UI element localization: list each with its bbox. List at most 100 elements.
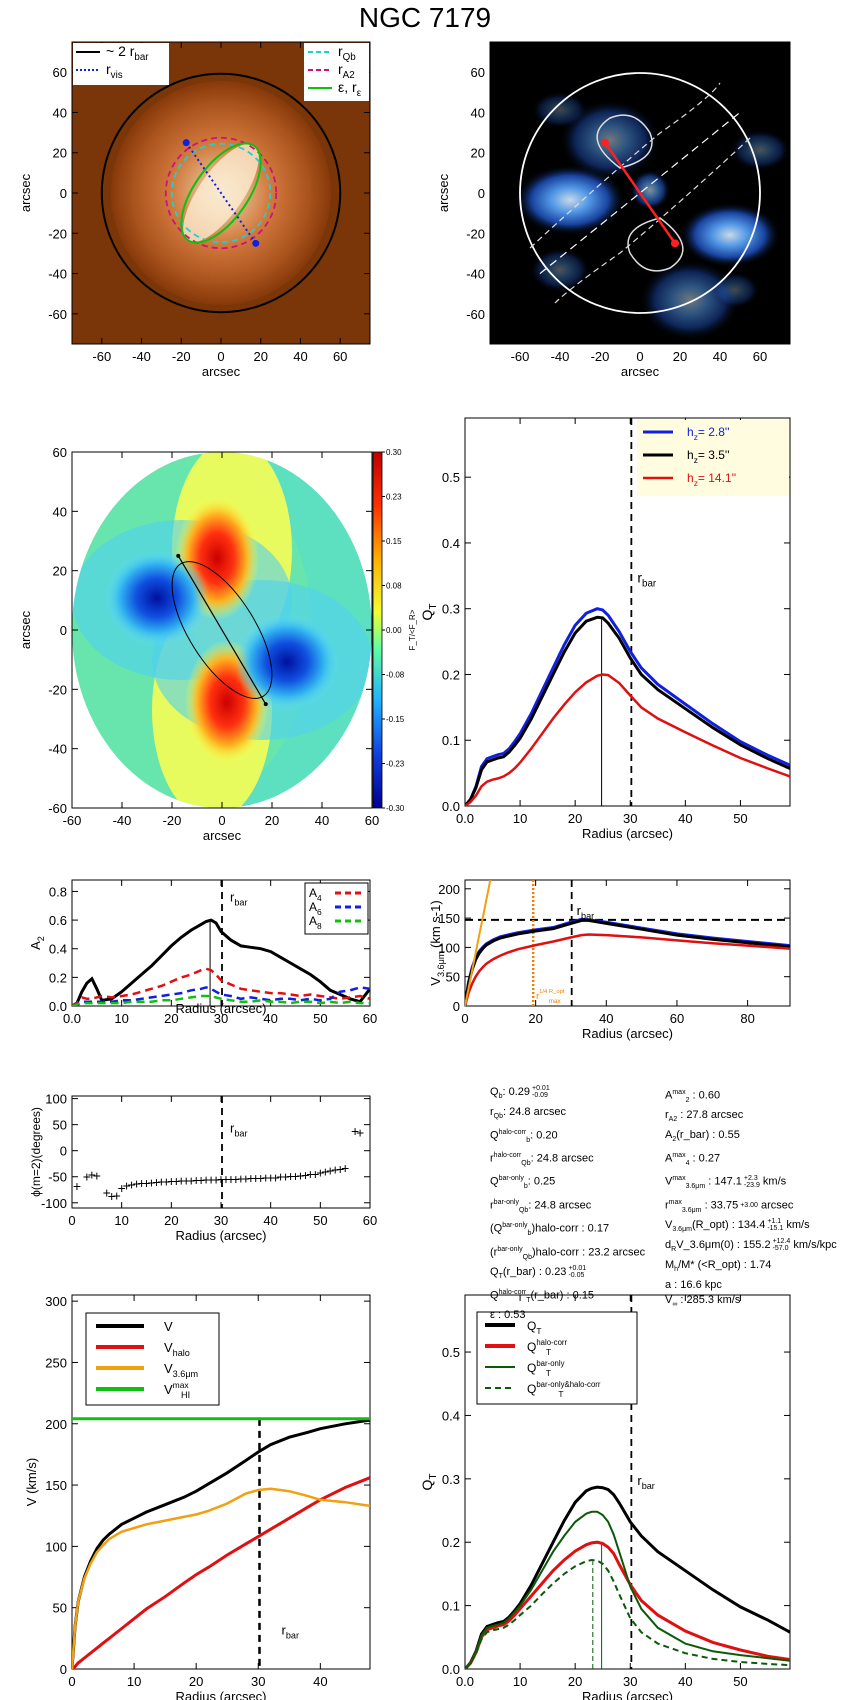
parameter-value: : 24.8 arcsec — [528, 1199, 592, 1212]
p7-scatter-point: + — [277, 1169, 285, 1185]
parameter-row: (rbar-onlyQb)halo-corr : 23.2 arcsec — [490, 1242, 645, 1265]
p8-xlabel: Radius (arcsec) — [175, 1689, 266, 1700]
parameter-row: rbar-onlyQb: 24.8 arcsec — [490, 1195, 645, 1218]
p7-scatter-point: + — [182, 1172, 190, 1188]
parameter-name: A — [665, 1152, 673, 1165]
parameter-uncertainty: +3.00 — [740, 1202, 758, 1209]
p7-scatter-point: + — [301, 1167, 309, 1183]
p9-xtick-label: 40 — [678, 1674, 692, 1689]
parameter-name: A — [665, 1129, 673, 1142]
p1-xtick-label: -20 — [172, 349, 191, 364]
p4-ytick-label: 0.1 — [442, 733, 460, 748]
p7-ytick-label: -100 — [41, 1196, 67, 1211]
p9-ylabel: QT — [419, 1474, 439, 1491]
uncertainty-value: +0.01 — [532, 1085, 550, 1093]
uncertainty-value: -57.0 — [772, 1245, 789, 1253]
p7-scatter-point: + — [311, 1166, 319, 1182]
p2-xtick-label: -20 — [591, 349, 610, 364]
p3-colorbar-tick-label: 0.08 — [386, 582, 402, 591]
p7-scatter-point: + — [252, 1170, 260, 1186]
p3-colorbar-tick-label: -0.30 — [386, 804, 405, 813]
parameter-row: rhalo-corrQb: 24.8 arcsec — [490, 1148, 645, 1171]
p8-xtick-label: 10 — [127, 1674, 141, 1689]
p6-xtick-label: 0 — [461, 1011, 468, 1026]
parameter-sub: 2 — [672, 1136, 677, 1144]
p3-bar-ellipse — [171, 561, 273, 699]
p3-heatmap-group — [72, 452, 372, 808]
parameter-name: (r — [490, 1246, 498, 1259]
p7-xtick-label: 60 — [363, 1213, 377, 1228]
p9-xtick-label: 20 — [568, 1674, 582, 1689]
p6-series-line — [465, 918, 790, 1006]
parameter-name: M — [665, 1258, 675, 1271]
p7-scatter-point: + — [207, 1171, 215, 1187]
uncertainty-value: -0.05 — [568, 1272, 585, 1280]
p9-series-line — [465, 1540, 790, 1669]
parameter-row: Qhalo-corrb: 0.20 — [490, 1125, 645, 1148]
p1-ellipse-eps — [180, 142, 262, 244]
parameter-sub: Qb — [521, 1159, 531, 1167]
p4-xtick-label: 0.0 — [456, 811, 474, 826]
parameter-name: r — [665, 1199, 669, 1212]
p6-xtick-label: 80 — [740, 1011, 754, 1026]
p1-legend-label: rA2 — [338, 61, 355, 81]
p9-rbar-label: rbar — [637, 1473, 655, 1491]
p3-colorbar-label: F_T/<F_R> — [408, 609, 417, 650]
p7-scatter-point: + — [237, 1170, 245, 1186]
p7-xtick-label: 10 — [114, 1213, 128, 1228]
p7-scatter-point: + — [227, 1171, 235, 1187]
p7-scatter-point: + — [257, 1170, 265, 1186]
page-title: NGC 7179 — [358, 2, 492, 33]
parameter-name: a — [665, 1278, 672, 1291]
p7-scatter-point: + — [162, 1173, 170, 1189]
p3-blue-lobe — [235, 614, 339, 710]
p3-xtick-label: -20 — [163, 813, 182, 828]
p7-scatter-point: + — [262, 1169, 270, 1185]
parameter-name: A — [665, 1089, 673, 1102]
parameter-name: r — [665, 1109, 669, 1122]
uncertainty-value: +12.4 — [772, 1238, 791, 1246]
p4-xtick-label: 40 — [678, 811, 692, 826]
p7-scatter-point: + — [267, 1169, 275, 1185]
parameter-column-left: Qb: 0.29 +0.01 -0.09 rQb: 24.8 arcsec Qhalo-… — [490, 1085, 645, 1324]
p3-bar-line — [177, 555, 267, 705]
parameter-row: Qbar-onlyb: 0.25 — [490, 1171, 645, 1194]
parameter-uncertainty: +1.1 -15.1 — [767, 1218, 783, 1232]
p2-axis-line — [539, 111, 741, 275]
parameter-name: r — [490, 1152, 494, 1165]
parameter-sub: R — [671, 1246, 677, 1254]
p9-series-line — [465, 1485, 790, 1669]
p4-xlabel: Radius (arcsec) — [582, 826, 673, 841]
p7-scatter-point: + — [321, 1164, 329, 1180]
p9-legend-box — [476, 1311, 638, 1405]
p7-scatter-point: + — [73, 1178, 81, 1194]
p3-colorbar-tick-label: 0.23 — [386, 493, 402, 502]
p4-ytick-label: 0.4 — [442, 536, 460, 551]
parameter-sup: bar-only — [493, 1198, 519, 1206]
p2-blue-blob — [630, 170, 670, 210]
uncertainty-value: -23.9 — [743, 1182, 760, 1190]
parameter-value: : 33.75 — [701, 1199, 739, 1212]
parameter-row: V∞ : 285.3 km/s — [665, 1293, 837, 1313]
p2-blue-blob — [640, 260, 740, 340]
parameter-row: ε : 0.53 — [490, 1308, 645, 1324]
p3-endpoint — [263, 702, 268, 707]
p6-ytick-label: 50 — [446, 970, 460, 985]
p4-ytick-label: 0.5 — [442, 470, 460, 485]
p4-series-line — [465, 615, 790, 806]
p7-xtick-label: 50 — [313, 1213, 327, 1228]
parameter-row: Amax2 : 0.60 — [665, 1085, 837, 1108]
p9-ytick-label: 0.2 — [442, 1535, 460, 1550]
p2-ytick-label: 60 — [471, 65, 485, 80]
parameter-value: )halo-corr : 0.17 — [531, 1222, 610, 1235]
p3-ytick-label: -60 — [48, 801, 67, 816]
p7-scatter-point: + — [336, 1161, 344, 1177]
p8-ytick-label: 0 — [60, 1662, 67, 1677]
parameter-unit: arcsec — [757, 1199, 794, 1212]
p1-endpoint — [182, 139, 190, 147]
p7-scatter-point: + — [152, 1174, 160, 1190]
p4-legend-label: hz= 2.8'' — [687, 425, 729, 442]
p7-rbar-label: rbar — [230, 1120, 248, 1138]
p7-scatter-point: + — [123, 1178, 131, 1194]
p5-legend-label: A6 — [309, 900, 322, 917]
